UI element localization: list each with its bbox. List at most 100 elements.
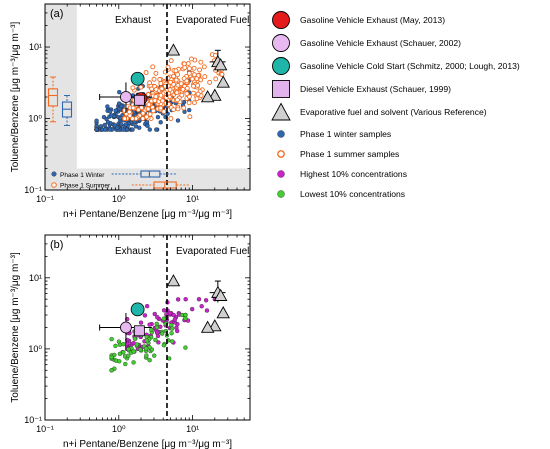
data-point [186, 100, 192, 106]
data-point [190, 90, 196, 96]
legend-symbol-graphic [272, 11, 290, 29]
data-point [130, 85, 136, 91]
data-point [144, 114, 150, 120]
data-point [119, 122, 124, 127]
data-point [189, 76, 195, 82]
data-point [189, 56, 194, 62]
data-point [137, 125, 142, 130]
data-point [155, 333, 161, 339]
legend-item: Evaporative fuel and solvent (Various Re… [268, 102, 487, 122]
marker-evap [166, 43, 181, 56]
legend-symbol-graphic [271, 102, 291, 121]
data-point [144, 119, 150, 125]
data-point [160, 98, 166, 104]
data-point [152, 353, 157, 358]
data-point [191, 72, 197, 78]
data-point [184, 91, 190, 97]
data-point [155, 330, 160, 335]
data-point [140, 110, 146, 116]
data-point [196, 297, 202, 302]
data-point [126, 109, 132, 115]
x-tick-label: 10⁻¹ [36, 424, 54, 434]
data-point [169, 322, 174, 328]
box [140, 170, 161, 178]
data-point [150, 64, 156, 70]
data-point [167, 311, 173, 316]
data-point [187, 114, 193, 120]
y-tick-label: 10⁻¹ [24, 415, 42, 425]
data-point [113, 108, 118, 113]
legend-item: Gasoline Vehicle Cold Start (Schmitz, 20… [268, 56, 520, 76]
data-point [94, 118, 99, 123]
legend-item: Phase 1 winter samples [268, 124, 391, 144]
data-point [147, 322, 152, 327]
marker-cold-start [130, 302, 145, 317]
legend-marker [272, 80, 290, 98]
legend-item: Lowest 10% concentrations [268, 184, 405, 204]
data-point [109, 368, 114, 373]
legend-label: Highest 10% concentrations [300, 169, 408, 179]
data-point [190, 306, 195, 312]
source-markers [99, 274, 230, 344]
data-point [157, 77, 163, 82]
data-point [144, 338, 150, 343]
legend-symbol [268, 144, 294, 164]
data-point [152, 311, 157, 317]
boxplot-y-winter [61, 94, 73, 126]
legend-symbol-graphic [272, 57, 290, 75]
data-point [121, 342, 126, 347]
data-point [154, 127, 159, 132]
marker-diesel [133, 94, 145, 106]
legend-item: Gasoline Vehicle Exhaust (Schauer, 2002) [268, 33, 461, 53]
data-point [195, 82, 201, 88]
marker-exhaust-schauer [120, 321, 132, 334]
legend-symbol [268, 124, 294, 144]
data-point [117, 89, 122, 95]
ticks [44, 3, 251, 191]
inset-legend-winter-dot [51, 171, 57, 177]
panel-b: Exhaust Evaporated Fuel 10⁻¹ 10⁰ 10¹ 10⁻¹ 10⁰ 1… [10, 234, 251, 449]
data-point [151, 76, 157, 82]
marker-evap [200, 320, 215, 333]
data-point [154, 325, 160, 330]
data-point [117, 342, 123, 347]
legend-marker [277, 130, 285, 138]
data-point [102, 122, 107, 128]
data-point [197, 67, 203, 73]
data-point [146, 102, 152, 107]
panel-label: (b) [50, 239, 63, 251]
data-point [113, 343, 118, 349]
data-point [168, 116, 174, 121]
data-point [107, 127, 113, 132]
data-point [171, 107, 176, 113]
y-tick-label: 10⁰ [28, 114, 42, 124]
data-point [126, 353, 131, 358]
data-point [118, 115, 123, 121]
legend-symbol-graphic [277, 170, 285, 178]
legend-symbol-graphic [272, 34, 290, 52]
legend-label: Gasoline Vehicle Cold Start (Schmitz, 20… [300, 61, 520, 71]
data-point [186, 94, 192, 100]
data-point [158, 120, 163, 125]
marker-diesel [133, 325, 145, 337]
data-point [198, 59, 204, 65]
plot-content [109, 297, 217, 373]
data-point [131, 360, 136, 365]
data-point [171, 312, 176, 318]
data-point [204, 308, 210, 313]
panel-label: (a) [50, 8, 63, 20]
data-point [147, 111, 153, 117]
data-point [199, 304, 204, 309]
legend-marker [271, 102, 291, 121]
data-point [117, 351, 123, 357]
data-point [185, 61, 191, 66]
data-point [147, 357, 152, 363]
data-point [153, 94, 159, 100]
legend-symbol-graphic [277, 130, 285, 138]
data-point [171, 81, 177, 87]
y-tick-label: 10¹ [29, 273, 42, 283]
data-point [174, 90, 180, 96]
data-point [158, 92, 164, 98]
